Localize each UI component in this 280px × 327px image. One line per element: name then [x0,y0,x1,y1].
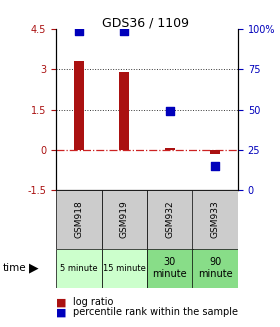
Text: GSM932: GSM932 [165,200,174,238]
Point [76,28,81,34]
Bar [74,61,84,150]
Bar [165,148,175,150]
Text: ■: ■ [56,307,67,317]
Bar [101,249,147,288]
Text: log ratio: log ratio [73,298,113,307]
Bar [147,249,193,288]
Text: 15 minute: 15 minute [103,264,146,273]
Bar [119,72,129,150]
Bar [101,190,147,249]
Text: time: time [3,263,26,273]
Bar [56,249,101,288]
Bar [56,190,101,249]
Text: GSM918: GSM918 [74,200,83,238]
Bar [192,190,238,249]
Text: percentile rank within the sample: percentile rank within the sample [73,307,238,317]
Text: ▶: ▶ [29,262,38,275]
Text: ■: ■ [56,298,67,307]
Text: 90
minute: 90 minute [198,257,233,279]
Text: GSM919: GSM919 [120,200,129,238]
Point [213,163,218,168]
Text: 5 minute: 5 minute [60,264,97,273]
Bar [192,249,238,288]
Text: GDS36 / 1109: GDS36 / 1109 [102,16,189,29]
Text: 30
minute: 30 minute [152,257,187,279]
Point [167,109,172,114]
Text: GSM933: GSM933 [211,200,220,238]
Point [122,28,127,34]
Bar [210,150,220,154]
Bar [147,190,193,249]
